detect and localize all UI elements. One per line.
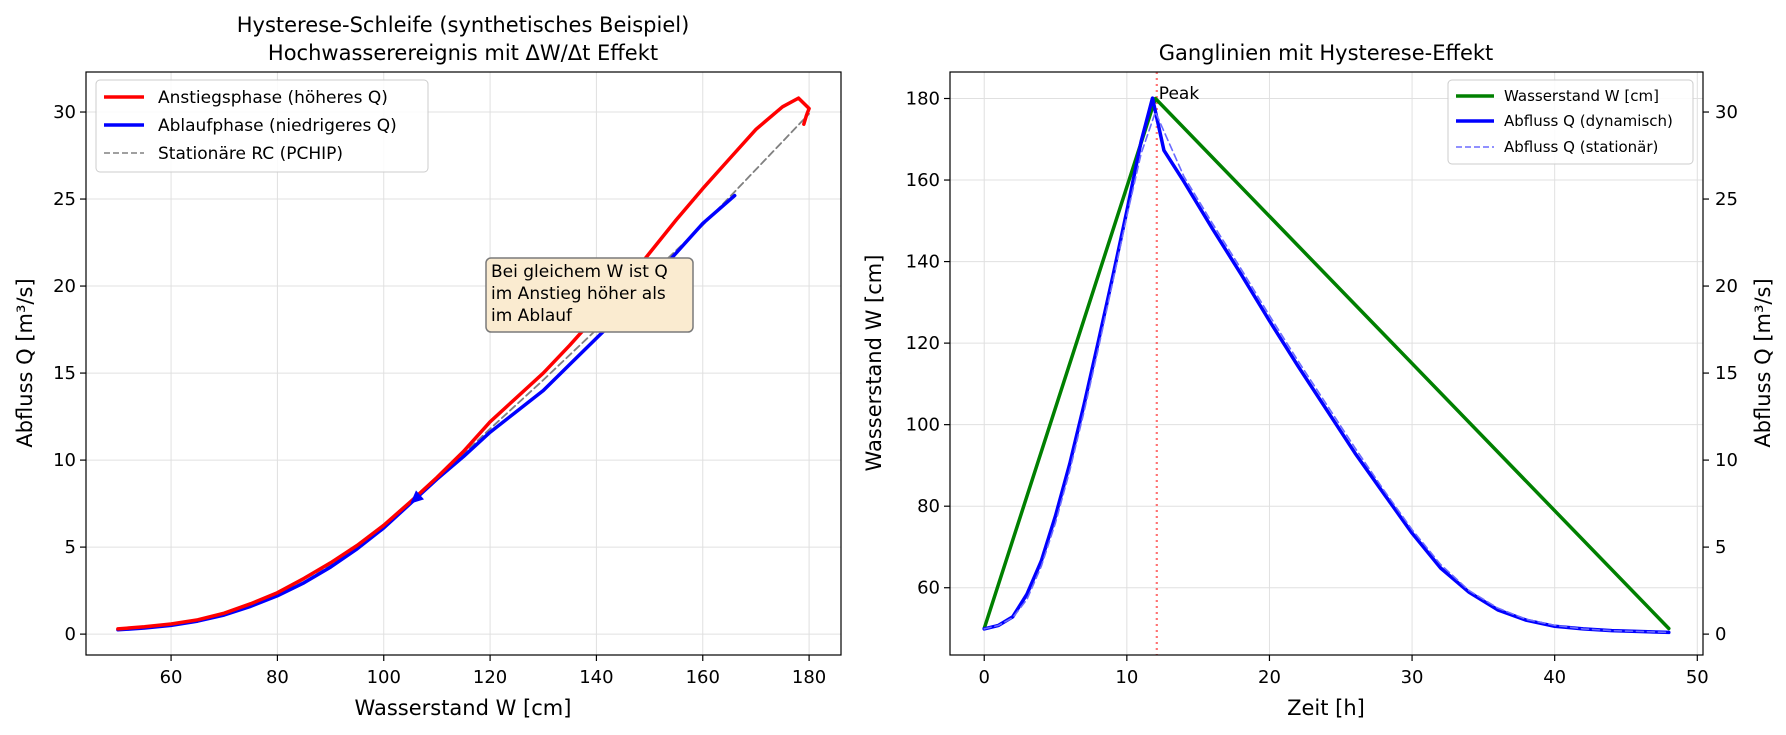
annotation-line-2: im Anstieg höher als (491, 284, 666, 304)
y-tick-label: 25 (53, 189, 76, 210)
y-axis-label-right: Abfluss Q [m³/s] (1751, 278, 1775, 447)
y-tick-label: 140 (906, 252, 940, 273)
y-tick-label: 60 (917, 578, 940, 599)
y-axis-label: Abfluss Q [m³/s] (13, 278, 37, 447)
chart-title: Hysterese-Schleife (synthetisches Beispi… (237, 13, 690, 37)
x-tick-label: 180 (792, 667, 826, 688)
chart-subtitle: Hochwasserereignis mit ΔW/Δt Effekt (268, 41, 658, 65)
series-line-anstiegsphase-h-heres-q (116, 96, 811, 631)
y2-tick-label: 15 (1715, 363, 1738, 384)
peak-label: Peak (1159, 84, 1200, 104)
x-axis-label: Wasserstand W [cm] (355, 696, 572, 720)
y-axis-right: 0 5 10 15 20 25 30 (1703, 102, 1738, 645)
y2-tick-label: 5 (1715, 537, 1726, 558)
y-tick-label: 10 (53, 450, 76, 471)
annotation-line-3: im Ablauf (491, 306, 573, 326)
y-tick-label: 5 (65, 537, 76, 558)
annotation-box: Bei gleichem W ist Q im Anstieg höher al… (485, 257, 694, 333)
x-tick-label: 120 (473, 667, 507, 688)
y-tick-label: 120 (906, 333, 940, 354)
x-tick-label: 20 (1258, 667, 1281, 688)
x-tick-label: 60 (160, 667, 183, 688)
legend-label-rise: Anstiegsphase (höheres Q) (158, 88, 388, 108)
x-tick-label: 100 (367, 667, 401, 688)
y2-tick-label: 25 (1715, 189, 1738, 210)
plot-frame (949, 71, 1704, 656)
y-tick-label: 15 (53, 363, 76, 384)
hydrograph-chart: 0 10 20 30 40 50 60 80 100 120 140 160 180 0 5 10 15 20… (862, 41, 1775, 720)
legend: Anstiegsphase (höheres Q) Ablaufphase (n… (95, 79, 429, 173)
series-line-wasserstand-w-cm (982, 96, 1671, 631)
plot-area (950, 72, 1703, 655)
y-tick-label: 80 (917, 496, 940, 517)
y-tick-label: 100 (906, 415, 940, 436)
y-tick-label: 0 (65, 624, 76, 645)
x-tick-label: 80 (266, 667, 289, 688)
y-tick-label: 20 (53, 276, 76, 297)
legend-label-stage: Wasserstand W [cm] (1504, 87, 1659, 105)
x-tick-label: 140 (579, 667, 613, 688)
legend-box (1447, 79, 1694, 165)
direction-arrow (410, 490, 424, 504)
y-tick-label: 160 (906, 170, 940, 191)
x-tick-label: 40 (1543, 667, 1566, 688)
x-axis: 0 10 20 30 40 50 (979, 655, 1709, 688)
x-tick-label: 160 (686, 667, 720, 688)
legend-label-fall: Ablaufphase (niedrigeres Q) (158, 116, 397, 136)
annotation-line-1: Bei gleichem W ist Q (491, 262, 668, 282)
x-axis: 60 80 100 120 140 160 180 (160, 655, 826, 688)
x-tick-label: 0 (979, 667, 990, 688)
hysteresis-loop-chart: 60 80 100 120 140 160 180 0 5 10 15 20 25 30 Hystere… (13, 13, 842, 720)
legend-box (95, 79, 429, 173)
legend-label-stationary: Stationäre RC (PCHIP) (158, 144, 343, 164)
y2-tick-label: 30 (1715, 102, 1738, 123)
y-axis: 0 5 10 15 20 25 30 (53, 102, 86, 645)
y-axis-label-left: Wasserstand W [cm] (862, 255, 886, 472)
x-tick-label: 50 (1686, 667, 1709, 688)
x-axis-label: Zeit [h] (1287, 696, 1365, 720)
plot-frame (85, 71, 842, 656)
x-tick-label: 10 (1115, 667, 1138, 688)
chart-title: Ganglinien mit Hysterese-Effekt (1159, 41, 1494, 65)
y-tick-label: 180 (906, 89, 940, 110)
annotation-background (485, 257, 694, 333)
series-line-abfluss-q-dynamisch (982, 96, 1671, 635)
legend: Wasserstand W [cm] Abfluss Q (dynamisch)… (1447, 79, 1694, 165)
y-axis-left: 60 80 100 120 140 160 180 (906, 89, 950, 599)
legend-label-discharge-dynamic: Abfluss Q (dynamisch) (1504, 112, 1673, 130)
y2-tick-label: 10 (1715, 450, 1738, 471)
y2-tick-label: 0 (1715, 624, 1726, 645)
series-group (982, 96, 1671, 635)
y-tick-label: 30 (53, 102, 76, 123)
x-tick-label: 30 (1401, 667, 1424, 688)
series-line-abfluss-q-station-r (983, 111, 1670, 634)
legend-label-discharge-stationary: Abfluss Q (stationär) (1504, 138, 1658, 156)
y2-tick-label: 20 (1715, 276, 1738, 297)
